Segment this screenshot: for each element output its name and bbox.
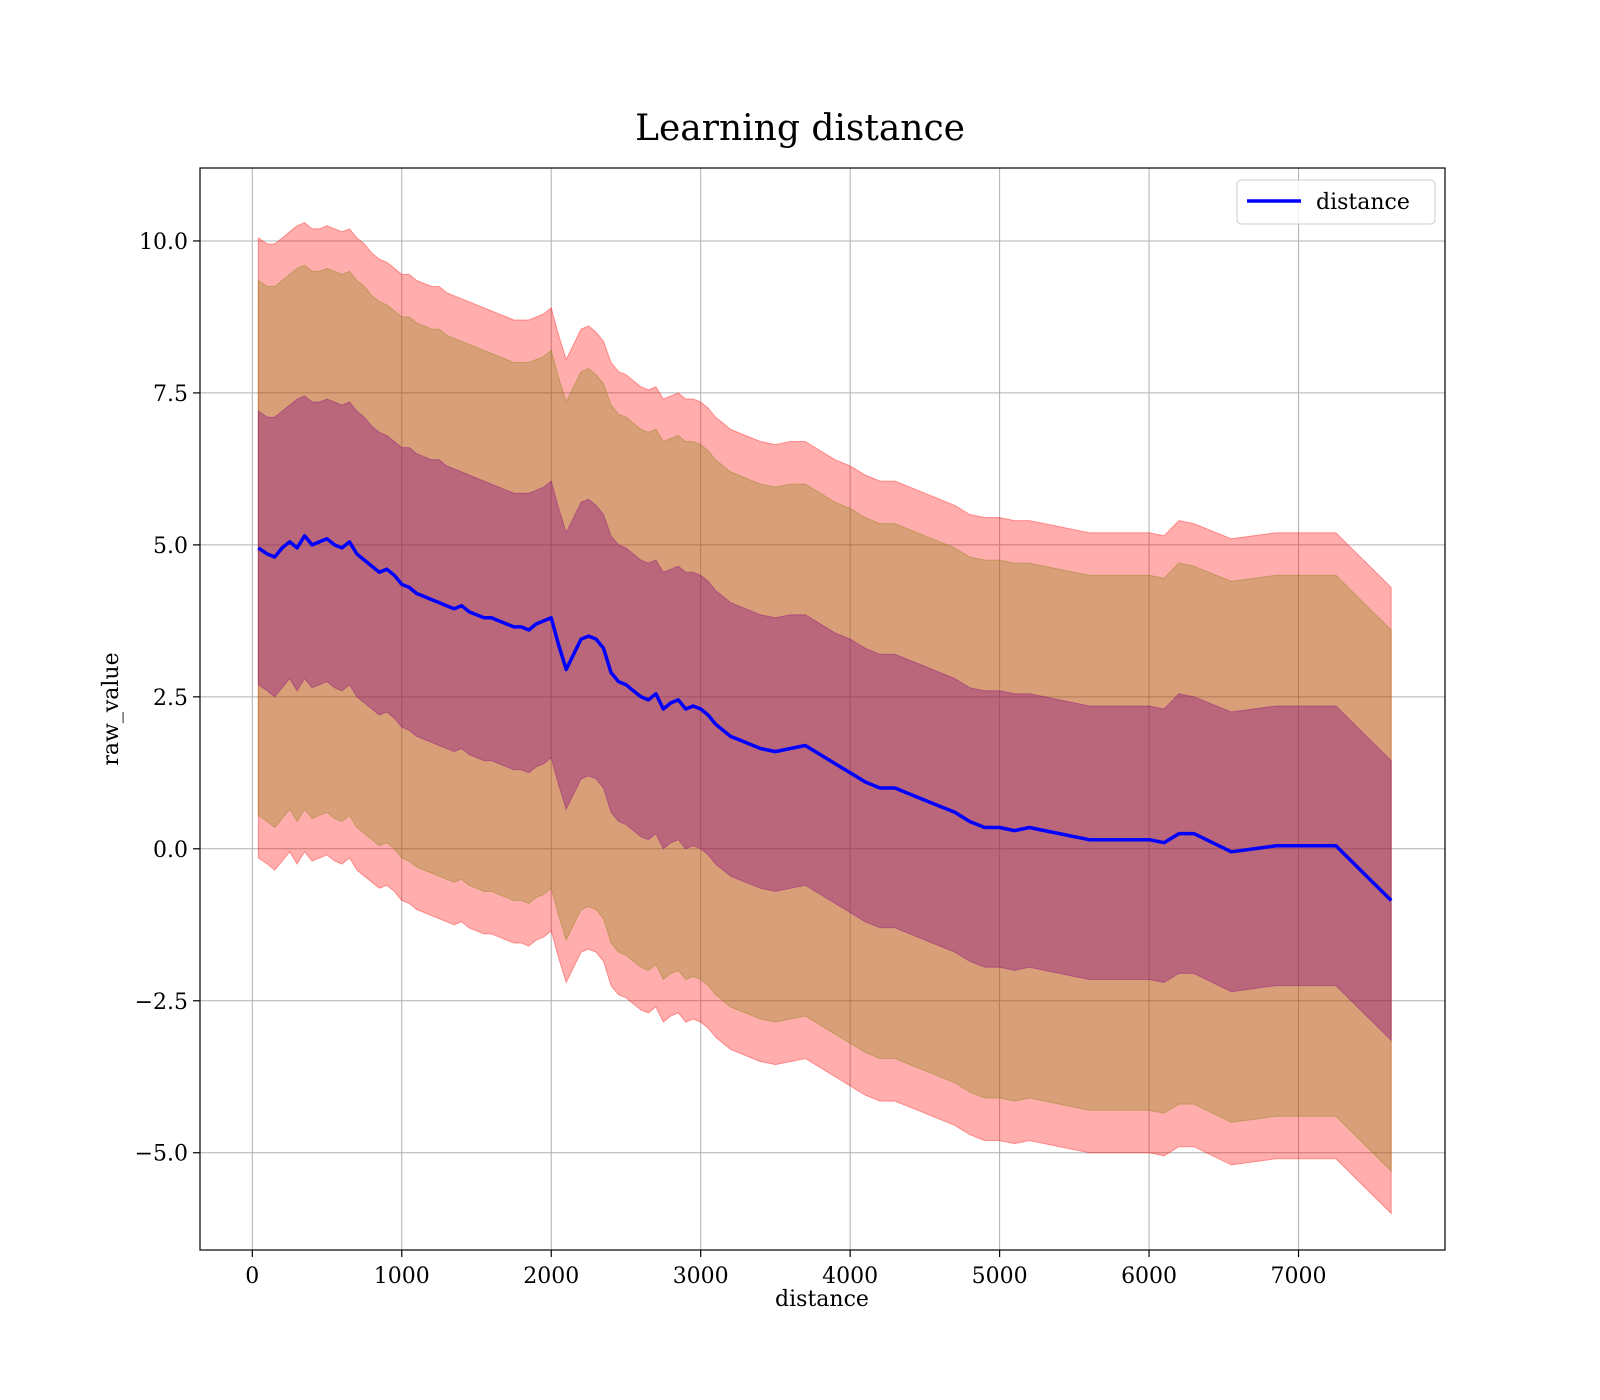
y-tick-label: 2.5 xyxy=(153,686,188,711)
y-tick-label: −5.0 xyxy=(135,1142,188,1167)
x-axis-label: distance xyxy=(775,1287,869,1312)
confidence-band-3 xyxy=(257,395,1392,1042)
x-tick-label: 2000 xyxy=(523,1264,579,1289)
confidence-band-2 xyxy=(257,264,1392,1173)
chart-title: Learning distance xyxy=(635,108,965,149)
confidence-bands xyxy=(257,222,1392,1215)
series-line-distance xyxy=(257,534,1393,902)
x-tick-label: 7000 xyxy=(1271,1264,1327,1289)
x-tick-label: 0 xyxy=(245,1264,259,1289)
y-tick-label: 5.0 xyxy=(153,534,188,559)
y-axis-ticks: −5.0 −2.5 0.0 2.5 5.0 7.5 10.0 xyxy=(135,230,200,1167)
x-tick-label: 5000 xyxy=(972,1264,1028,1289)
x-tick-label: 6000 xyxy=(1121,1264,1177,1289)
y-tick-label: 7.5 xyxy=(153,382,188,407)
x-tick-label: 3000 xyxy=(673,1264,729,1289)
legend-label-distance: distance xyxy=(1316,190,1410,215)
legend: distance xyxy=(1236,179,1436,225)
y-tick-label: 0.0 xyxy=(153,838,188,863)
y-tick-label: 10.0 xyxy=(139,230,188,255)
legend-box xyxy=(1236,179,1436,225)
confidence-band-1 xyxy=(257,222,1392,1215)
y-tick-label: −2.5 xyxy=(135,990,188,1015)
x-axis-ticks: 0 1000 2000 3000 4000 5000 6000 7000 xyxy=(245,1250,1327,1289)
y-axis-label: raw_value xyxy=(99,652,124,765)
series-lines xyxy=(257,534,1393,902)
x-tick-label: 1000 xyxy=(374,1264,430,1289)
grid xyxy=(200,168,1445,1250)
x-tick-label: 4000 xyxy=(822,1264,878,1289)
plot-frame xyxy=(199,167,1446,1251)
